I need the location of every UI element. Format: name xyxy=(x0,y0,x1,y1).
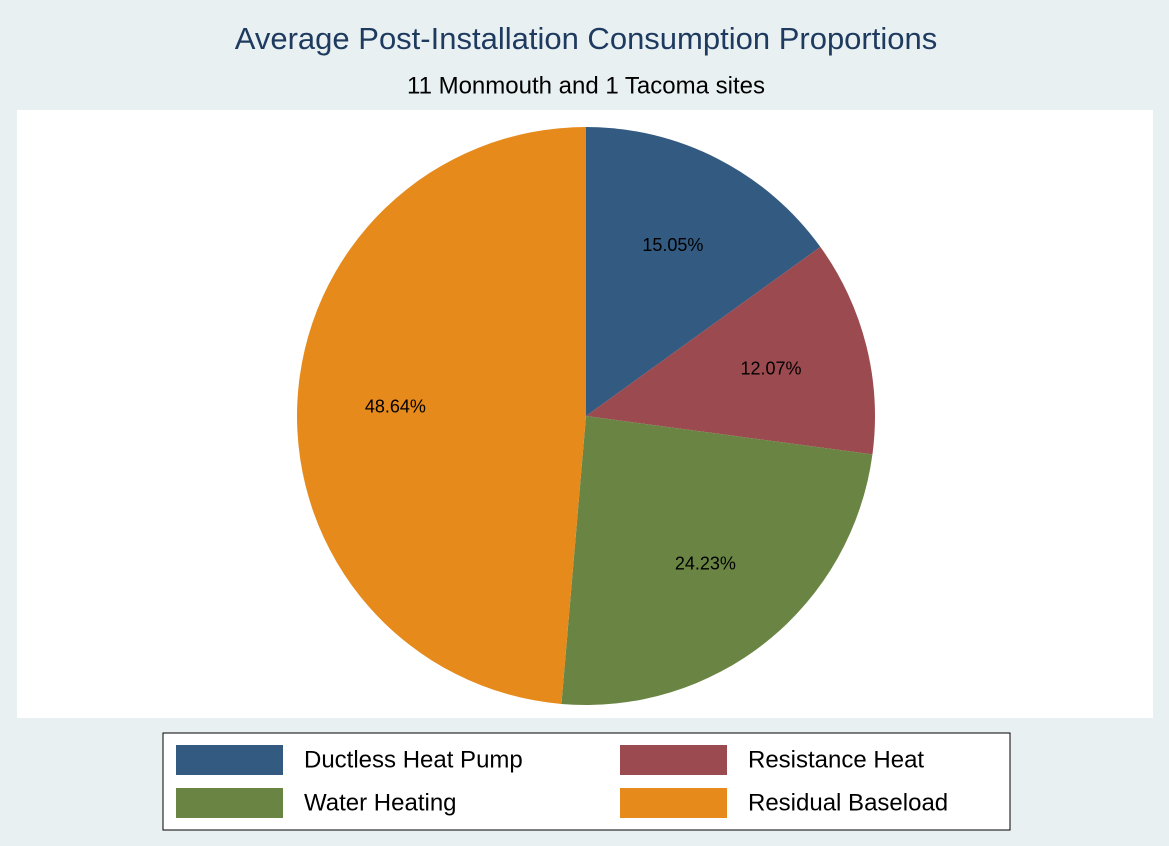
legend-label: Residual Baseload xyxy=(748,789,948,816)
legend-swatch xyxy=(176,745,283,775)
legend-swatch xyxy=(620,788,727,818)
legend-swatch xyxy=(620,745,727,775)
slice-label: 48.64% xyxy=(365,397,426,417)
pie-slice xyxy=(586,127,821,416)
slice-label: 15.05% xyxy=(642,235,703,255)
legend xyxy=(162,732,1011,831)
chart-title: Average Post-Installation Consumption Pr… xyxy=(235,21,937,56)
legend-swatch xyxy=(176,788,283,818)
legend-label: Ductless Heat Pump xyxy=(304,746,523,773)
chart-subtitle: 11 Monmouth and 1 Tacoma sites xyxy=(407,72,765,99)
pie-slice xyxy=(586,246,875,455)
slice-label: 24.23% xyxy=(675,554,736,574)
legend-label: Resistance Heat xyxy=(748,746,924,773)
legend-label: Water Heating xyxy=(304,789,457,816)
pie-slice xyxy=(296,127,586,704)
pie-slice xyxy=(561,416,873,706)
slice-label: 12.07% xyxy=(740,358,801,378)
